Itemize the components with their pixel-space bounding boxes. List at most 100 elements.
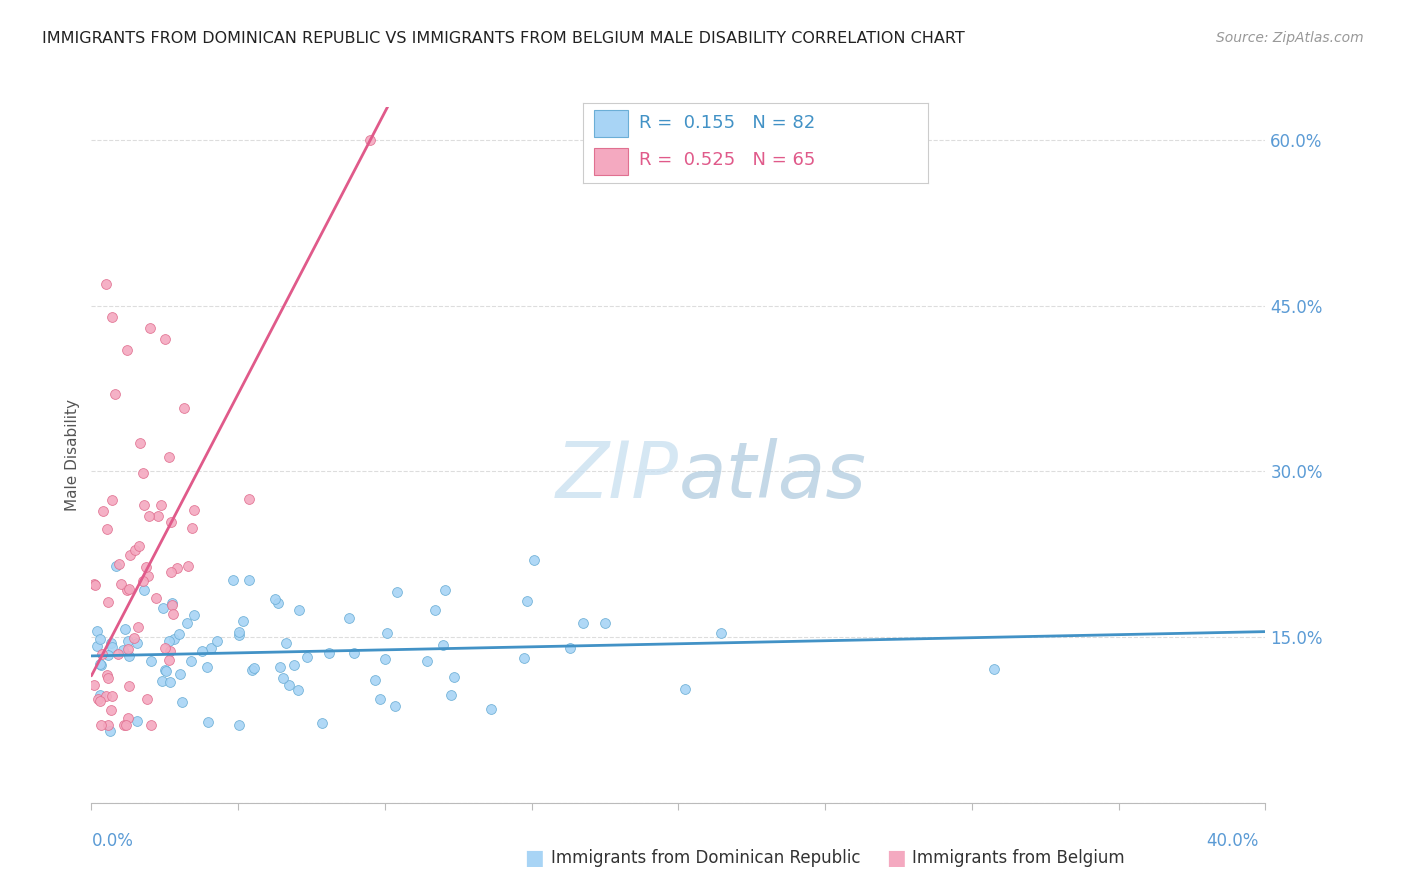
Point [153, 663, 176, 677]
Point [107, 647, 129, 661]
Bar [593, 110, 628, 137]
Point [416, 654, 439, 668]
Point [90, 658, 112, 673]
Text: IMMIGRANTS FROM DOMINICAN REPUBLIC VS IMMIGRANTS FROM BELGIUM MALE DISABILITY CO: IMMIGRANTS FROM DOMINICAN REPUBLIC VS IM… [42, 31, 965, 46]
Point [112, 718, 135, 732]
Point [127, 620, 149, 634]
Point [153, 640, 176, 655]
Point [222, 573, 245, 587]
Point [440, 688, 463, 702]
Text: ■: ■ [524, 848, 544, 868]
Text: R =  0.525   N = 65: R = 0.525 N = 65 [638, 151, 815, 169]
Point [516, 593, 538, 607]
Point [368, 692, 391, 706]
Point [385, 585, 408, 599]
Text: Immigrants from Belgium: Immigrants from Belgium [912, 849, 1125, 867]
Point [138, 508, 160, 523]
Point [128, 436, 150, 450]
Point [157, 450, 180, 464]
Point [267, 596, 290, 610]
Point [96, 595, 118, 609]
Point [160, 515, 183, 529]
Point [159, 643, 181, 657]
Point [101, 310, 124, 324]
Point [160, 566, 183, 580]
Point [337, 611, 360, 625]
Point [228, 718, 250, 732]
Point [148, 508, 170, 523]
Text: 0.0%: 0.0% [91, 832, 134, 850]
Point [983, 661, 1005, 675]
Point [83, 577, 105, 591]
Y-axis label: Male Disability: Male Disability [65, 399, 80, 511]
Point [432, 638, 454, 652]
Point [238, 492, 260, 507]
Point [135, 560, 157, 574]
Point [710, 626, 733, 640]
Point [180, 521, 202, 535]
Point [97, 718, 120, 732]
Point [572, 616, 595, 631]
Point [197, 715, 219, 730]
Point [263, 592, 285, 607]
Point [104, 387, 127, 401]
Point [89, 694, 111, 708]
Point [118, 549, 141, 563]
Point [200, 641, 222, 656]
Text: atlas: atlas [678, 438, 866, 514]
Point [152, 601, 174, 615]
Text: R =  0.155   N = 82: R = 0.155 N = 82 [638, 114, 815, 132]
Point [97, 648, 120, 663]
Point [94, 689, 117, 703]
Point [124, 543, 146, 558]
Point [108, 557, 131, 571]
Point [228, 625, 250, 640]
Point [425, 603, 447, 617]
Point [139, 654, 162, 668]
Point [150, 673, 173, 688]
Point [433, 582, 456, 597]
Point [105, 558, 128, 573]
Point [479, 702, 502, 716]
Point [172, 695, 194, 709]
Point [84, 577, 107, 591]
Point [100, 636, 122, 650]
Point [180, 654, 202, 668]
Point [238, 573, 260, 587]
Point [132, 574, 155, 588]
Point [89, 632, 111, 646]
Point [114, 622, 136, 636]
Point [232, 615, 254, 629]
Point [163, 632, 186, 647]
Point [283, 657, 305, 672]
Point [271, 671, 294, 685]
Text: 40.0%: 40.0% [1206, 832, 1258, 850]
Point [318, 646, 340, 660]
Point [91, 503, 114, 517]
Point [100, 640, 122, 655]
Point [96, 667, 118, 681]
Point [132, 582, 155, 597]
Point [132, 499, 155, 513]
Point [150, 499, 173, 513]
Point [90, 648, 112, 662]
Point [311, 715, 333, 730]
Point [141, 718, 163, 732]
Point [297, 649, 319, 664]
Point [145, 591, 167, 605]
Point [364, 673, 387, 687]
Point [125, 714, 148, 728]
Point [124, 632, 146, 646]
Point [513, 651, 536, 665]
Point [111, 643, 134, 657]
Point [160, 598, 183, 612]
Point [384, 698, 406, 713]
Point [89, 657, 111, 672]
Point [97, 671, 120, 685]
Point [94, 277, 117, 291]
Point [593, 615, 616, 630]
Point [343, 647, 366, 661]
Point [128, 539, 150, 553]
Point [136, 569, 159, 583]
Point [115, 718, 138, 732]
